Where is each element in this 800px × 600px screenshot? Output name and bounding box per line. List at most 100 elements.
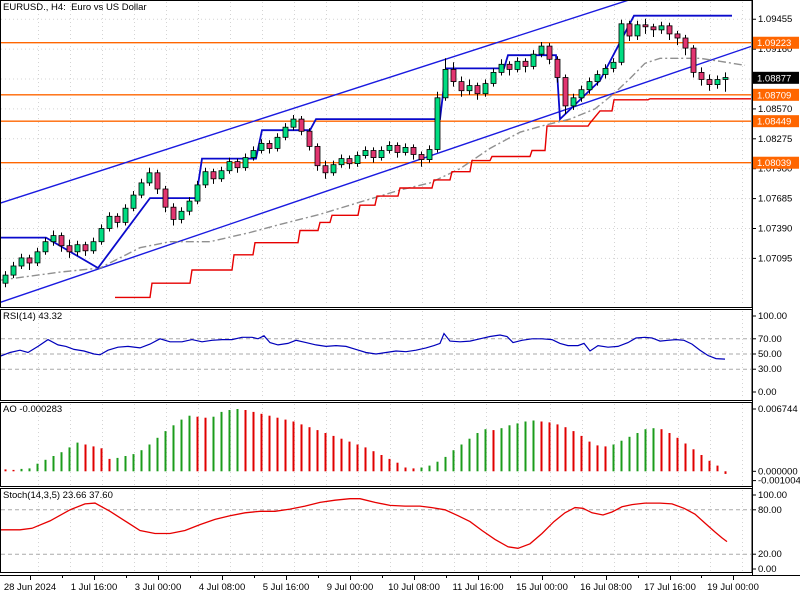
candle-bearish: [458, 81, 465, 92]
candle-bullish: [186, 200, 193, 212]
candle-bearish: [642, 24, 649, 28]
candle-bullish: [362, 150, 369, 156]
candle-bullish: [586, 81, 593, 91]
candle-bullish: [658, 25, 665, 31]
stoch-tick-label: 100.00: [758, 490, 787, 501]
time-axis-label: 3 Jul 00:00: [135, 582, 181, 593]
ao-histogram: [4, 409, 727, 474]
channel-upper-line: [1, 1, 629, 204]
candle-bearish: [522, 60, 529, 67]
candle-bearish: [210, 171, 217, 180]
candle-bullish: [530, 53, 537, 67]
time-axis-label: 9 Jul 00:00: [327, 582, 373, 593]
candle-bullish: [722, 77, 729, 80]
candle-bearish: [394, 144, 401, 153]
candle-bullish: [426, 149, 433, 161]
price-tick-label: 1.07095: [758, 253, 792, 264]
candle-bullish: [42, 241, 49, 253]
rsi-panel-title: RSI(14) 43.32: [3, 311, 63, 322]
candle-bullish: [578, 89, 585, 99]
price-tick-label: 1.07980: [758, 164, 792, 175]
candle-bullish: [538, 45, 545, 55]
candle-bullish: [354, 155, 361, 165]
price-tick-label: 1.07390: [758, 223, 792, 234]
candle-bullish: [250, 150, 257, 158]
candle-bullish: [194, 184, 201, 202]
candle-bearish: [626, 23, 633, 37]
rsi-tick-label: 0.00: [758, 387, 777, 398]
price-tick-label: 1.09455: [758, 14, 792, 25]
candle-bearish: [266, 142, 273, 149]
ao-panel-title: AO -0.000283: [3, 404, 63, 415]
current-price-label: 1.08877: [757, 73, 791, 84]
candle-bullish: [90, 241, 97, 252]
candle-bullish: [18, 257, 25, 267]
candle-bearish: [474, 85, 481, 95]
main-chart-title: EURUSD., H4: Euro vs US Dollar: [3, 2, 147, 13]
candlesticks[interactable]: [2, 18, 729, 288]
current-price-label-bg: [753, 71, 799, 84]
main-overlays: [1, 1, 751, 303]
candle-bearish: [82, 244, 89, 252]
time-axis-label: 10 Jul 08:00: [388, 582, 440, 593]
candle-bearish: [554, 58, 561, 78]
candle-bullish: [274, 136, 281, 149]
stoch-panel-title: Stoch(14,3,5) 23.66 37.60: [3, 490, 113, 501]
level-price-label-bg: [753, 156, 799, 169]
candle-bearish: [26, 257, 33, 264]
candle-bearish: [410, 146, 417, 155]
candle-bullish: [570, 97, 577, 107]
time-axis[interactable]: 28 Jun 2024 1 Jul 16:00 3 Jul 00:00 4 Jul 0…: [0, 575, 800, 594]
candle-bullish: [258, 142, 265, 151]
candle-bullish: [482, 83, 489, 95]
main-chart-panel[interactable]: [0, 0, 753, 308]
candle-bullish: [130, 194, 137, 209]
ao-panel[interactable]: [0, 402, 753, 487]
stoch-tick-label: 0.00: [758, 564, 777, 575]
stoch-tick-label: 20.00: [758, 549, 782, 560]
level-price-label-bg: [753, 36, 799, 49]
candle-bullish: [122, 207, 129, 223]
candle-bearish: [58, 235, 65, 247]
candle-bullish: [434, 97, 441, 150]
candle-bullish: [490, 72, 497, 84]
channel-lower-line: [1, 45, 751, 303]
moving-average-dashed-line: [1, 57, 746, 281]
level-price-label: 1.08039: [757, 158, 791, 169]
candle-bullish: [610, 61, 617, 69]
time-axis-label: 4 Jul 08:00: [199, 582, 245, 593]
trailing-stop-red-line: [115, 98, 751, 299]
candle-bullish: [146, 172, 153, 184]
candle-bearish: [450, 69, 457, 83]
step-resistance-blue-line: [1, 14, 732, 270]
candle-bullish: [2, 274, 9, 284]
stoch-signal-line: [0, 498, 728, 549]
candle-bearish: [346, 158, 353, 165]
candle-bearish: [298, 118, 305, 132]
price-scale[interactable]: 1.094551.091601.088651.085701.082751.079…: [752, 0, 800, 575]
candle-bullish: [98, 228, 105, 243]
candle-bullish: [514, 60, 521, 70]
ao-tick-label: 0.006744: [758, 404, 798, 415]
candle-bullish: [594, 74, 601, 82]
time-axis-label: 16 Jul 08:00: [580, 582, 632, 593]
time-axis-label: 5 Jul 16:00: [263, 582, 309, 593]
candle-bearish: [706, 79, 713, 85]
candle-bullish: [386, 144, 393, 151]
time-axis-label: 1 Jul 16:00: [71, 582, 117, 593]
candle-bullish: [178, 210, 185, 220]
time-axis-label: 17 Jul 16:00: [644, 582, 696, 593]
level-price-label: 1.08449: [757, 117, 791, 128]
candle-bullish: [602, 68, 609, 75]
rsi-line: [0, 332, 726, 360]
candle-bullish: [618, 23, 625, 63]
candle-bullish: [138, 182, 145, 196]
candle-bullish: [282, 126, 289, 138]
candle-bullish: [218, 170, 225, 180]
price-tick-label: 1.08570: [758, 104, 792, 115]
level-price-label-bg: [753, 88, 799, 101]
